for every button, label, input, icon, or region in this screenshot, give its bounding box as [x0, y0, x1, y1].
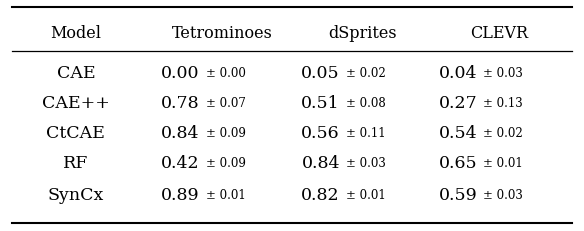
- Text: ± 0.01: ± 0.01: [483, 156, 523, 169]
- Text: ± 0.13: ± 0.13: [483, 96, 523, 109]
- Text: ± 0.11: ± 0.11: [346, 126, 385, 139]
- Text: 0.04: 0.04: [439, 64, 477, 81]
- Text: ± 0.00: ± 0.00: [206, 66, 245, 79]
- Text: ± 0.03: ± 0.03: [483, 188, 523, 201]
- Text: 0.84: 0.84: [301, 154, 340, 171]
- Text: 0.00: 0.00: [161, 64, 200, 81]
- Text: CtCAE: CtCAE: [47, 124, 105, 141]
- Text: Tetrominoes: Tetrominoes: [172, 25, 272, 42]
- Text: 0.27: 0.27: [439, 94, 477, 111]
- Text: dSprites: dSprites: [328, 25, 397, 42]
- Text: 0.54: 0.54: [439, 124, 477, 141]
- Text: ± 0.09: ± 0.09: [206, 156, 245, 169]
- Text: 0.82: 0.82: [301, 186, 340, 203]
- Text: 0.78: 0.78: [161, 94, 200, 111]
- Text: 0.89: 0.89: [161, 186, 200, 203]
- Text: ± 0.02: ± 0.02: [346, 66, 385, 79]
- Text: CAE++: CAE++: [42, 94, 110, 111]
- Text: ± 0.03: ± 0.03: [346, 156, 385, 169]
- Text: CAE: CAE: [57, 64, 95, 81]
- Text: CLEVR: CLEVR: [470, 25, 529, 42]
- Text: 0.84: 0.84: [161, 124, 200, 141]
- Text: 0.42: 0.42: [161, 154, 200, 171]
- Text: 0.51: 0.51: [301, 94, 340, 111]
- Text: SynCx: SynCx: [48, 186, 104, 203]
- Text: ± 0.07: ± 0.07: [206, 96, 245, 109]
- Text: 0.05: 0.05: [301, 64, 340, 81]
- Text: 0.65: 0.65: [439, 154, 477, 171]
- Text: ± 0.08: ± 0.08: [346, 96, 385, 109]
- Text: ± 0.03: ± 0.03: [483, 66, 523, 79]
- Text: 0.56: 0.56: [301, 124, 340, 141]
- Text: 0.59: 0.59: [439, 186, 477, 203]
- Text: ± 0.09: ± 0.09: [206, 126, 245, 139]
- Text: Model: Model: [50, 25, 102, 42]
- Text: ± 0.02: ± 0.02: [483, 126, 523, 139]
- Text: ± 0.01: ± 0.01: [206, 188, 245, 201]
- Text: RF: RF: [63, 154, 89, 171]
- Text: ± 0.01: ± 0.01: [346, 188, 385, 201]
